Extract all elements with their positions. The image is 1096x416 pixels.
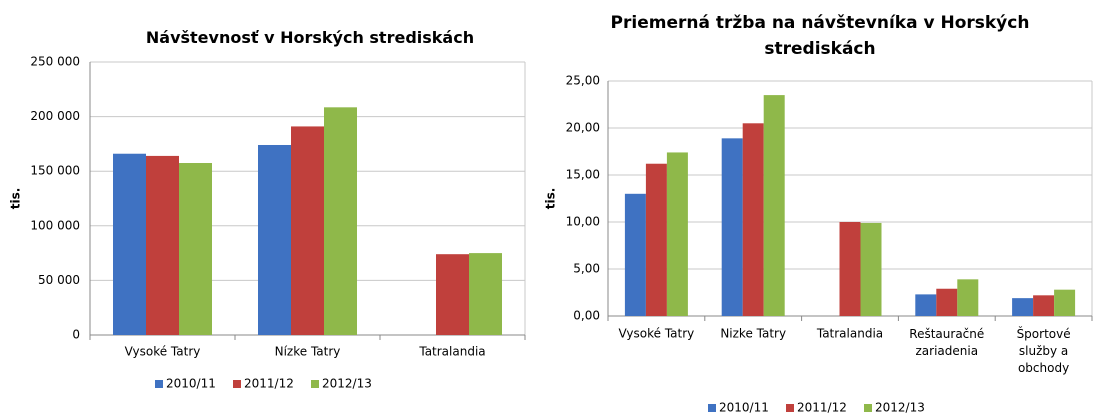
legend-label: 2012/13 — [875, 401, 925, 415]
x-tick-label: Vysoké Tatry — [125, 345, 201, 359]
x-tick-label: Nízke Tatry — [275, 345, 341, 359]
legend-label: 2011/12 — [797, 401, 847, 415]
legend-label: 2011/12 — [244, 377, 294, 391]
bar — [1033, 295, 1055, 316]
bar — [957, 279, 979, 316]
bar — [721, 138, 743, 316]
y-tick-label: 15,00 — [566, 168, 600, 182]
bar — [763, 95, 785, 316]
legend-swatch — [155, 380, 163, 388]
bar — [146, 155, 179, 335]
bar — [645, 163, 667, 316]
bar — [936, 288, 958, 316]
bar — [1012, 298, 1034, 316]
bar — [469, 253, 502, 335]
chart-title: Návštevnosť v Horských strediskách — [145, 28, 475, 47]
legend-label: 2010/11 — [166, 377, 216, 391]
y-tick-label: 20,00 — [566, 121, 600, 135]
y-tick-label: 250 000 — [30, 55, 80, 69]
y-tick-label: 0,00 — [573, 309, 600, 323]
x-tick-label: Reštauračné zariadenia — [909, 327, 984, 358]
bar — [742, 123, 764, 316]
y-tick-label: 100 000 — [30, 218, 80, 232]
y-axis-label: tis. — [544, 188, 558, 210]
bar — [324, 107, 357, 336]
legend-label: 2012/13 — [322, 377, 372, 391]
y-tick-label: 5,00 — [573, 262, 600, 276]
y-tick-label: 25,00 — [566, 74, 600, 88]
x-tick-label: Tatralandia — [418, 345, 485, 359]
y-axis-label: tis. — [9, 188, 23, 210]
bar — [1054, 289, 1076, 316]
bar — [436, 254, 469, 335]
y-tick-label: 150 000 — [30, 164, 80, 178]
bar — [839, 222, 861, 316]
bar — [258, 144, 291, 335]
bar — [860, 222, 882, 316]
legend-label: 2010/11 — [719, 401, 769, 415]
bar — [179, 163, 212, 335]
legend-swatch — [311, 380, 319, 388]
legend-swatch — [708, 404, 716, 412]
x-tick-label: Nizke Tatry — [720, 327, 786, 341]
legend-swatch — [233, 380, 241, 388]
y-tick-label: 0 — [72, 328, 80, 342]
x-tick-label: Vysoké Tatry — [619, 327, 695, 341]
legend-swatch — [864, 404, 872, 412]
bar — [113, 153, 146, 335]
y-tick-label: 10,00 — [566, 215, 600, 229]
legend-swatch — [786, 404, 794, 412]
x-tick-label: Tatralandia — [816, 327, 883, 341]
bar — [291, 126, 324, 335]
y-tick-label: 200 000 — [30, 109, 80, 123]
chart-title: Priemerná tržba na návštevníka v Horskýc… — [610, 13, 1030, 59]
bar — [666, 152, 688, 316]
x-tick-label: Športové služby a obchody — [1017, 326, 1071, 375]
y-tick-label: 50 000 — [38, 273, 80, 287]
bar — [624, 193, 646, 316]
bar — [915, 294, 937, 316]
